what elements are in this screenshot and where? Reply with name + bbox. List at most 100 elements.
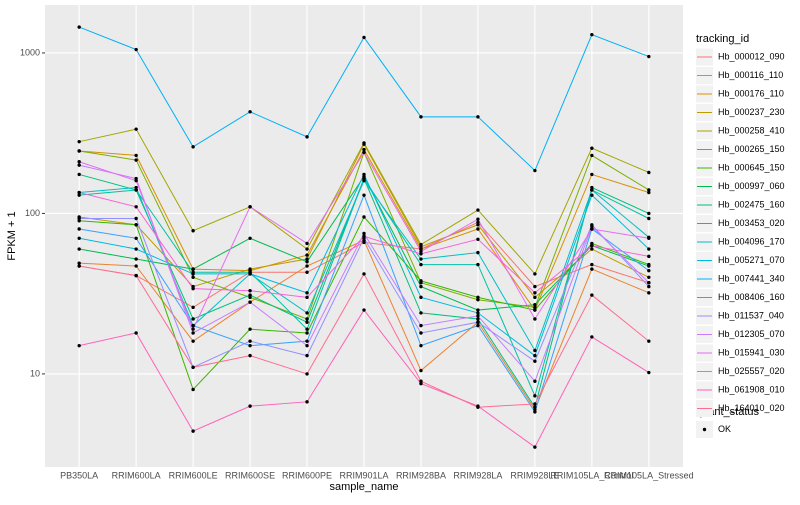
point <box>134 185 138 190</box>
point <box>305 320 309 324</box>
point <box>533 308 537 312</box>
y-tick-label: 100 <box>25 208 40 218</box>
point <box>305 253 309 257</box>
point <box>419 343 423 348</box>
point <box>248 327 252 331</box>
point <box>134 247 138 251</box>
point <box>134 127 138 131</box>
point <box>191 305 195 310</box>
legend-point <box>702 427 707 432</box>
point <box>191 145 195 149</box>
point <box>305 372 309 376</box>
point <box>305 247 309 251</box>
point <box>476 311 480 315</box>
y-axis-title: FPKM + 1 <box>6 211 18 260</box>
point <box>191 267 195 271</box>
point <box>647 284 651 289</box>
point <box>476 320 480 324</box>
point <box>647 170 651 175</box>
point <box>476 405 480 409</box>
point <box>248 272 252 276</box>
point <box>476 227 480 231</box>
point <box>134 264 138 268</box>
point <box>305 270 309 274</box>
point <box>419 295 423 300</box>
point <box>305 317 309 321</box>
point <box>134 205 138 209</box>
point <box>647 291 651 295</box>
point <box>191 286 195 291</box>
point <box>533 305 537 310</box>
point <box>647 54 651 59</box>
legend-label: Hb_000012_090 <box>718 51 785 61</box>
point <box>134 216 138 221</box>
point <box>77 264 81 268</box>
point <box>248 343 252 348</box>
point <box>419 242 423 247</box>
point <box>305 343 309 348</box>
point <box>362 215 366 219</box>
point <box>590 267 594 271</box>
point <box>77 139 81 144</box>
legend-label: Hb_007441_340 <box>718 273 785 283</box>
y-tick-label: 1000 <box>20 47 40 57</box>
point <box>248 293 252 297</box>
point <box>419 279 423 283</box>
point <box>77 190 81 195</box>
point <box>362 141 366 145</box>
point <box>476 314 480 318</box>
point <box>362 231 366 236</box>
point <box>134 223 138 227</box>
point <box>248 236 252 240</box>
point <box>419 323 423 328</box>
point <box>647 247 651 251</box>
point <box>533 348 537 353</box>
point <box>476 323 480 328</box>
point <box>647 188 651 192</box>
point <box>362 272 366 276</box>
point <box>77 163 81 167</box>
point <box>533 410 537 414</box>
point <box>305 311 309 315</box>
legend-label: Hb_000116_110 <box>718 70 783 80</box>
x-tick-label: RRIM928LA <box>453 470 502 480</box>
point <box>362 172 366 177</box>
point <box>533 272 537 276</box>
point <box>647 254 651 259</box>
point <box>419 311 423 315</box>
point <box>191 323 195 328</box>
point <box>77 193 81 197</box>
point <box>305 331 309 335</box>
point <box>191 272 195 276</box>
point <box>590 172 594 177</box>
point <box>590 188 594 192</box>
point <box>134 158 138 162</box>
legend-label: Hb_000258_410 <box>718 125 785 135</box>
point <box>533 402 537 406</box>
point <box>419 115 423 119</box>
point <box>134 257 138 261</box>
point <box>590 247 594 251</box>
point <box>77 247 81 251</box>
point <box>191 275 195 279</box>
legend-label: Hb_000265_150 <box>718 144 785 154</box>
legend-label: Hb_015941_030 <box>718 347 785 357</box>
point <box>476 317 480 321</box>
point <box>362 308 366 312</box>
point <box>419 252 423 256</box>
point <box>647 339 651 343</box>
point <box>533 445 537 449</box>
x-tick-label: RRIM600SE <box>225 470 275 480</box>
legend-label: Hb_005271_070 <box>718 255 785 265</box>
point <box>305 327 309 331</box>
point <box>191 365 195 369</box>
point <box>305 257 309 261</box>
point <box>248 205 252 209</box>
y-tick-label: 10 <box>30 368 40 378</box>
point <box>476 308 480 312</box>
point <box>476 298 480 302</box>
point <box>590 293 594 297</box>
point <box>476 208 480 212</box>
point <box>476 217 480 221</box>
